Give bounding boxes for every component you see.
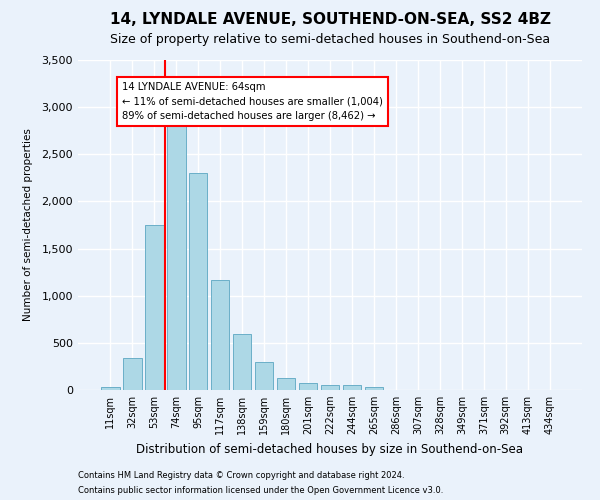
Bar — [167, 114, 185, 390]
Bar — [299, 384, 317, 390]
Text: Size of property relative to semi-detached houses in Southend-on-Sea: Size of property relative to semi-detach… — [110, 32, 550, 46]
Y-axis label: Number of semi-detached properties: Number of semi-detached properties — [23, 128, 33, 322]
Bar — [277, 378, 295, 390]
X-axis label: Distribution of semi-detached houses by size in Southend-on-Sea: Distribution of semi-detached houses by … — [137, 442, 523, 456]
Bar — [145, 225, 164, 390]
Bar — [189, 173, 208, 390]
Text: Contains HM Land Registry data © Crown copyright and database right 2024.: Contains HM Land Registry data © Crown c… — [78, 471, 404, 480]
Bar — [233, 334, 251, 390]
Bar — [255, 362, 274, 390]
Bar — [320, 385, 340, 390]
Bar — [123, 358, 142, 390]
Bar — [343, 385, 361, 390]
Bar — [101, 387, 119, 390]
Text: 14 LYNDALE AVENUE: 64sqm
← 11% of semi-detached houses are smaller (1,004)
89% o: 14 LYNDALE AVENUE: 64sqm ← 11% of semi-d… — [122, 82, 383, 122]
Bar — [211, 280, 229, 390]
Text: 14, LYNDALE AVENUE, SOUTHEND-ON-SEA, SS2 4BZ: 14, LYNDALE AVENUE, SOUTHEND-ON-SEA, SS2… — [110, 12, 551, 28]
Bar — [365, 387, 383, 390]
Text: Contains public sector information licensed under the Open Government Licence v3: Contains public sector information licen… — [78, 486, 443, 495]
